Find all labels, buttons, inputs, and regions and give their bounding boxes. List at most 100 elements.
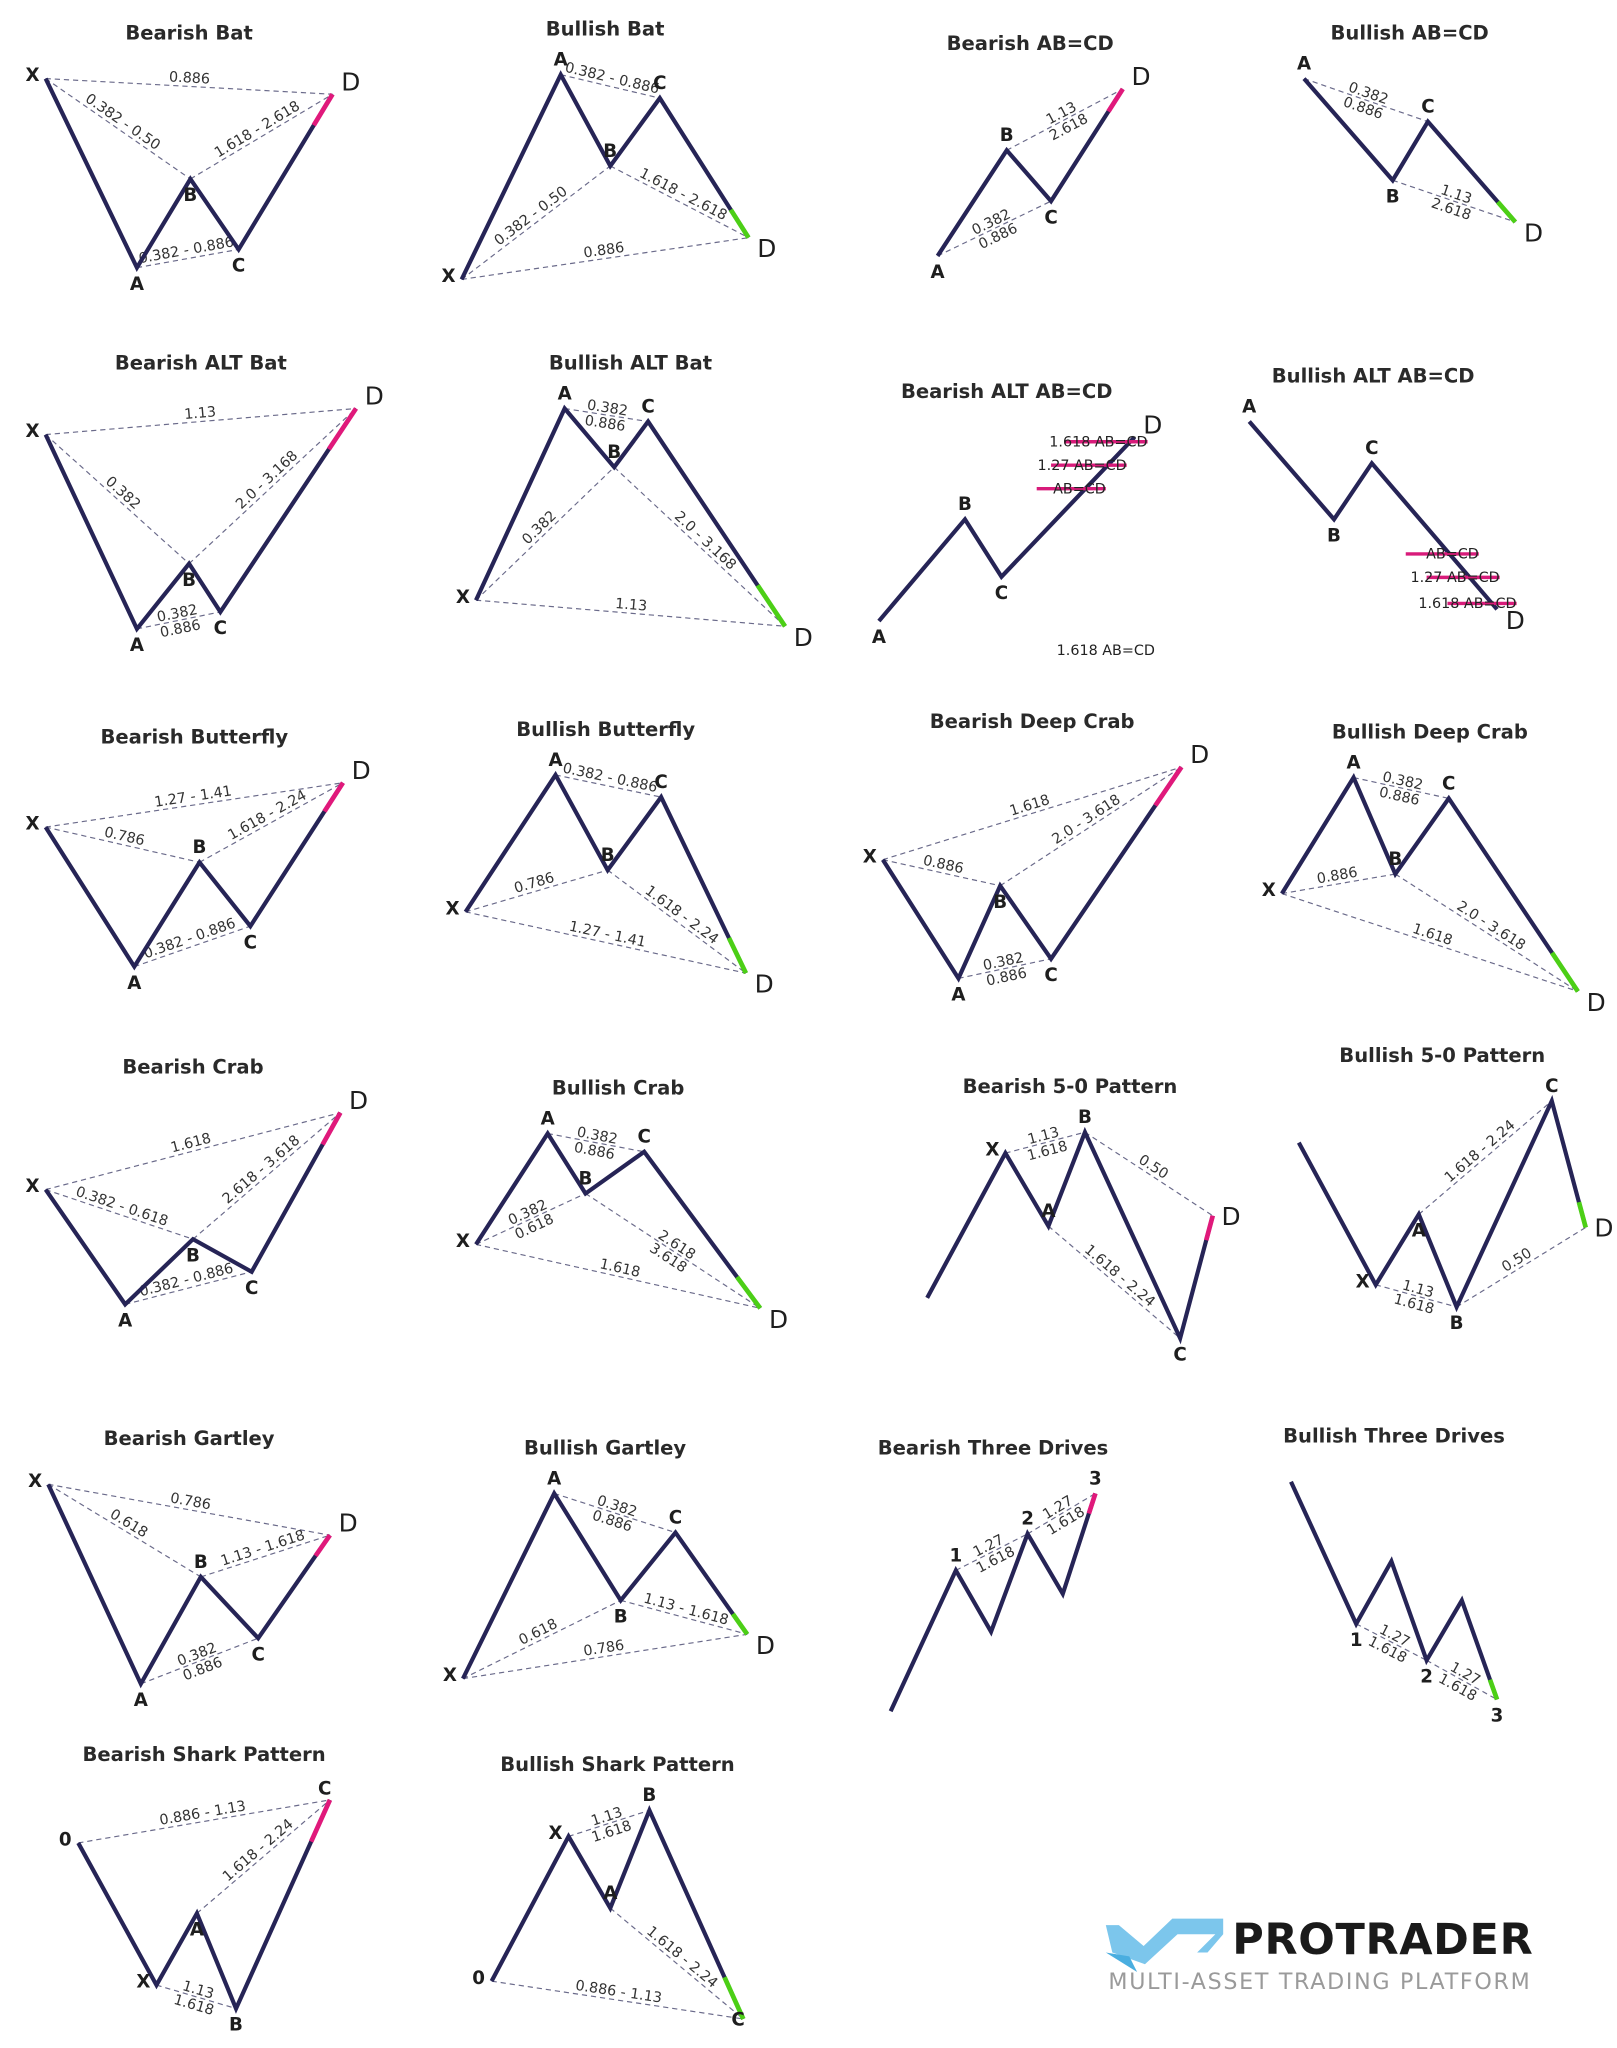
ratio-label: 0.3820.886 <box>156 602 203 641</box>
point-label-c: C <box>995 583 1008 604</box>
bullish-completion-zone <box>1496 200 1518 224</box>
ratio-label: 1.13 <box>184 404 217 423</box>
point-label-a: A <box>130 274 145 295</box>
ratio-line-xd <box>475 599 786 627</box>
ratio-line-xd <box>465 911 747 974</box>
pattern-title: Bearish Deep Crab <box>930 710 1135 733</box>
point-label-b: B <box>1000 125 1014 146</box>
point-label-b: B <box>186 1245 200 1266</box>
point-label-x: X <box>985 1140 999 1161</box>
ratio-label: 0.886 <box>1316 865 1359 888</box>
pattern-path <box>463 770 748 975</box>
pattern-path <box>474 404 787 628</box>
point-label-c: C <box>1365 438 1378 459</box>
pattern-title: Bearish Three Drives <box>878 1436 1108 1459</box>
point-label-d: D <box>1594 1214 1613 1243</box>
point-label-x: X <box>136 1972 150 1993</box>
ratio-label: 1.13 <box>615 596 648 615</box>
ratio-line-xb <box>475 466 615 601</box>
point-label-d: D <box>755 970 774 999</box>
bullish-completion-zone <box>726 936 749 975</box>
ratio-line-xb <box>462 1599 621 1680</box>
ratio-line-xb <box>1375 1284 1457 1308</box>
ratio-line-xb <box>47 1483 202 1578</box>
bearish-completion-zone <box>322 781 345 813</box>
point-label-b: B <box>601 845 615 866</box>
ratio-label: 1.271.618 <box>1436 1657 1487 1705</box>
ratio-label: 0.382 - 0.886 <box>563 60 660 98</box>
ratio-label: 0.382 <box>102 474 143 513</box>
pattern-path <box>881 765 1184 983</box>
pattern-bearish-three-drives: Bearish Three Drives1.271.6181.271.61812… <box>878 1436 1108 1713</box>
ratio-label: 1.131.618 <box>585 1803 634 1846</box>
ratio-label: 0.886 <box>169 69 211 87</box>
point-label-b: B <box>958 494 972 515</box>
point-label-d: D <box>756 1631 775 1660</box>
ratio-line-xd <box>462 1633 748 1680</box>
point-label-a: A <box>603 1883 618 1904</box>
ratio-line-xd <box>45 77 333 95</box>
point-label-c: C <box>654 772 667 793</box>
ratio-line-bd <box>1456 1226 1587 1308</box>
point-label-d: D <box>1131 62 1150 91</box>
ratio-label: 0.786 <box>582 1638 625 1660</box>
bullish-completion-zone <box>722 1976 746 2020</box>
extension-label: 1.618 AB=CD <box>1049 434 1147 450</box>
ratio-line-bd <box>190 93 333 180</box>
point-label-d: D <box>1190 740 1209 769</box>
pattern-title: Bullish Deep Crab <box>1332 720 1528 743</box>
ratio-line-xb <box>1005 1131 1086 1154</box>
ratio-line-bd <box>620 1599 748 1635</box>
pattern-title: Bearish Bat <box>125 21 252 44</box>
point-label-x: X <box>1356 1271 1370 1292</box>
pattern-path <box>43 1111 343 1308</box>
ratio-line-bd <box>610 165 749 239</box>
point-label-b: B <box>183 185 197 206</box>
point-label-x: X <box>1262 880 1276 901</box>
point-label-a: A <box>548 750 563 771</box>
bearish-completion-zone <box>313 1533 332 1558</box>
pattern-path <box>76 1799 332 2014</box>
pattern-title: Bearish Shark Pattern <box>82 1743 325 1766</box>
point-label-x: X <box>26 1176 40 1197</box>
bearish-completion-zone <box>1106 87 1125 113</box>
point-label-0: 0 <box>472 1968 485 1989</box>
pattern-bearish-deep-crab: Bearish Deep Crab 1.618 0.886 0.3820.886 2.0… <box>863 710 1209 1006</box>
ratio-label: 0.3820.886 <box>175 1640 225 1684</box>
pattern-note: 1.618 AB=CD <box>1057 643 1155 659</box>
point-label-d: D <box>769 1305 788 1334</box>
bearish-completion-zone <box>326 407 358 451</box>
pattern-bullish-crab: Bullish Crab 0.3820.886 0.3820.618 2.6183.6… <box>456 1076 788 1333</box>
brand-tagline: MULTI-ASSET TRADING PLATFORM <box>1108 1969 1531 1995</box>
ratio-line-xd <box>45 407 357 436</box>
ratio-label: 1.132.618 <box>1040 97 1091 144</box>
point-label-d: D <box>339 1508 358 1537</box>
point-label-x: X <box>445 898 459 919</box>
ratio-line-ac <box>937 200 1052 257</box>
pattern-path <box>459 70 751 281</box>
ratio-line-xb <box>45 434 190 565</box>
ratio-label: 1.27 - 1.41 <box>568 919 648 951</box>
point-label-a: A <box>1297 53 1312 74</box>
point-label-x: X <box>26 421 40 442</box>
ratio-line-xb <box>45 826 200 863</box>
protrader-wave-logo-icon <box>1105 1918 1224 1973</box>
point-label-b: B <box>993 892 1007 913</box>
point-label-a: A <box>1412 1221 1427 1242</box>
point-label-c: C <box>1545 1076 1558 1097</box>
brand-name: PROTRADER <box>1232 1915 1533 1965</box>
point-label-c: C <box>653 73 666 94</box>
bearish-completion-zone <box>311 93 335 127</box>
point-label-a: A <box>190 1920 205 1941</box>
ratio-label: 1.131.618 <box>172 1977 220 2019</box>
point-label-x: X <box>442 266 456 287</box>
bullish-completion-zone <box>1576 1201 1588 1229</box>
ratio-line-23 <box>1426 1659 1498 1701</box>
point-label-c: C <box>1173 1344 1186 1365</box>
point-label-d: D <box>1221 1202 1240 1231</box>
ratio-line-ac <box>136 248 239 269</box>
point-label-d: D <box>1506 606 1525 635</box>
pattern-title: Bullish ALT AB=CD <box>1272 364 1475 387</box>
ratio-line-xd <box>45 1112 341 1191</box>
bullish-completion-zone <box>730 1612 750 1636</box>
